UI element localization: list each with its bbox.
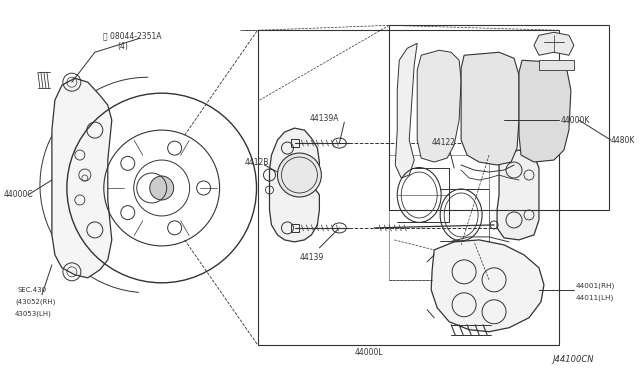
Text: 44122: 44122 xyxy=(431,138,455,147)
Bar xyxy=(257,30,559,345)
Bar xyxy=(291,224,300,232)
Circle shape xyxy=(150,176,173,200)
Text: 4412B: 4412B xyxy=(244,158,269,167)
Polygon shape xyxy=(534,32,574,55)
Text: SEC.430: SEC.430 xyxy=(18,287,47,293)
Polygon shape xyxy=(539,60,574,70)
Text: 44001(RH): 44001(RH) xyxy=(576,283,615,289)
Polygon shape xyxy=(396,43,417,178)
Polygon shape xyxy=(269,128,319,242)
Text: (4): (4) xyxy=(118,42,129,51)
Text: 43053(LH): 43053(LH) xyxy=(15,311,52,317)
Text: Ⓑ 08044-2351A: Ⓑ 08044-2351A xyxy=(103,32,161,41)
Polygon shape xyxy=(461,52,519,165)
Text: 44139A: 44139A xyxy=(309,113,339,123)
Text: 4480K: 4480K xyxy=(611,135,636,145)
Text: 44011(LH): 44011(LH) xyxy=(576,295,614,301)
Polygon shape xyxy=(497,150,539,240)
Bar xyxy=(389,25,609,210)
Polygon shape xyxy=(52,78,112,278)
Polygon shape xyxy=(431,240,544,332)
Text: 44000K: 44000K xyxy=(561,116,590,125)
Bar xyxy=(291,139,300,147)
Text: (43052(RH): (43052(RH) xyxy=(15,298,55,305)
Bar xyxy=(389,155,489,280)
Polygon shape xyxy=(519,60,571,162)
Text: 44000C: 44000C xyxy=(4,190,34,199)
Polygon shape xyxy=(417,50,461,162)
Text: 44000L: 44000L xyxy=(355,348,383,357)
Circle shape xyxy=(278,153,321,197)
Text: J44100CN: J44100CN xyxy=(552,355,594,364)
Bar xyxy=(389,155,489,280)
Text: 44139: 44139 xyxy=(300,253,324,262)
